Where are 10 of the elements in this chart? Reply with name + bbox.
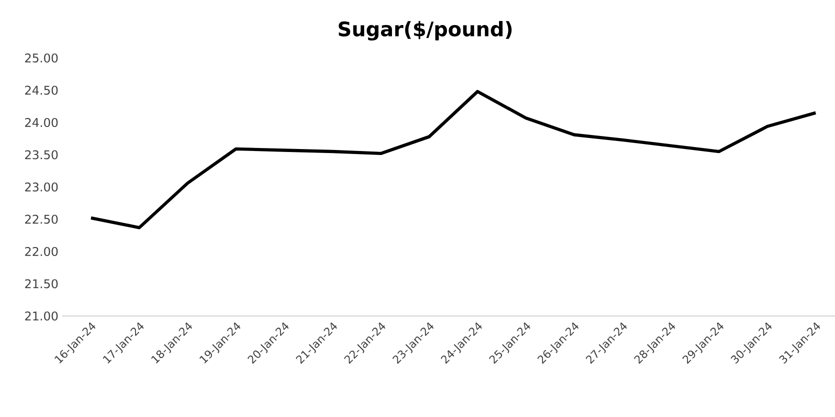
- y-tick-label: 24.00: [25, 118, 58, 128]
- y-tick-label: 21.50: [25, 279, 58, 288]
- y-tick-label: 22.50: [25, 214, 58, 224]
- y-tick-label: 23.00: [25, 182, 58, 192]
- y-tick-label: 25.00: [25, 53, 58, 63]
- chart-title: Sugar($/pound): [338, 21, 512, 40]
- y-tick-label: 21.00: [25, 311, 58, 321]
- y-tick-label: 22.00: [25, 246, 58, 256]
- y-tick-label: 24.50: [25, 86, 58, 95]
- y-tick-label: 23.50: [25, 150, 58, 160]
